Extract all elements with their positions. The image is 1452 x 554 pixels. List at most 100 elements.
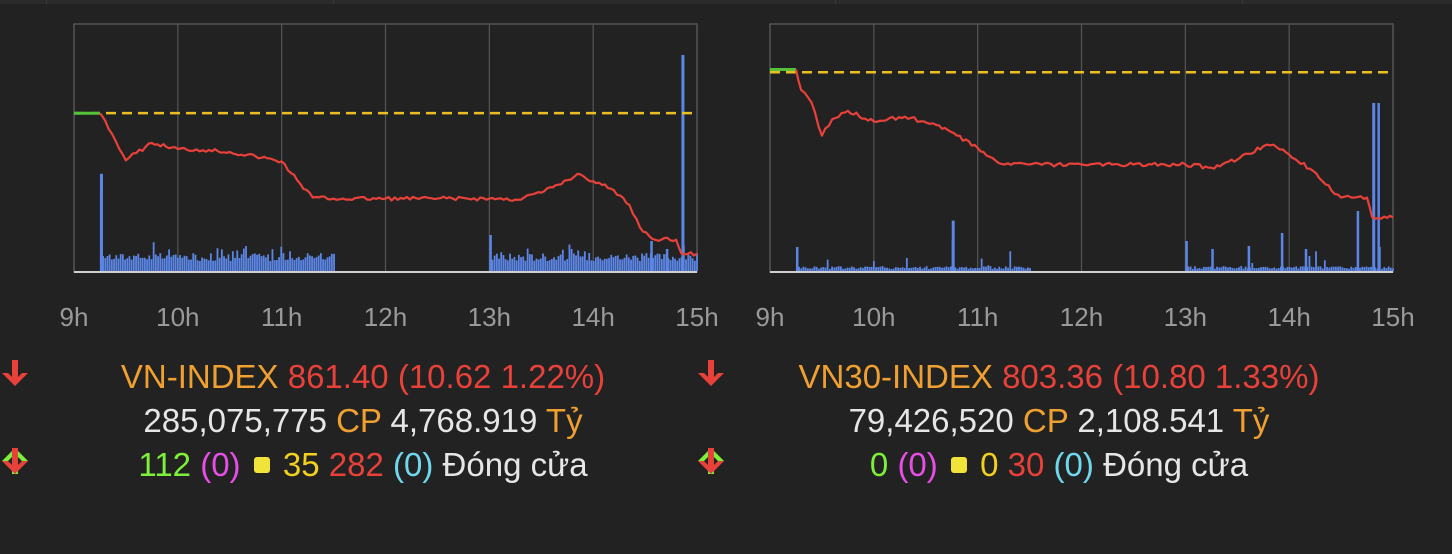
volume-bar [157, 256, 159, 271]
volume-bar [1198, 267, 1201, 271]
top-tab[interactable] [46, 0, 332, 4]
volume-bar [1002, 268, 1005, 271]
volume-bar [1240, 266, 1243, 271]
volume-bar [1345, 268, 1348, 271]
vn-index-chart[interactable]: 9h 10h 11h 12h 13h 14h 15h [0, 0, 726, 340]
volume-bar [943, 267, 946, 271]
volume-bar [1271, 268, 1273, 271]
x-tick-label: 12h [1060, 302, 1103, 332]
volume-bar [174, 254, 177, 271]
volume-bar [678, 258, 681, 271]
volume-bar [517, 254, 520, 271]
volume-bar [1222, 266, 1225, 271]
volume-bar [106, 256, 109, 271]
volume-bar [137, 253, 140, 271]
volume-bar [533, 260, 536, 271]
volume-bar [590, 260, 593, 271]
volume-bar [502, 255, 505, 271]
volume-bar [238, 258, 241, 271]
x-tick-label: 9h [756, 302, 785, 332]
volume-bar [974, 267, 976, 271]
volume-bar [980, 258, 983, 271]
volume-bar [196, 260, 199, 271]
volume-bar [333, 253, 335, 271]
volume-bar [1189, 266, 1192, 271]
top-tab[interactable] [333, 0, 834, 4]
top-tab[interactable] [1242, 0, 1452, 4]
top-tab[interactable] [835, 0, 1241, 4]
vn30-index-chart[interactable]: 9h 10h 11h 12h 13h 14h 15h [696, 0, 1422, 340]
unchanged-count: 35 [282, 446, 320, 483]
floor-count: (0) [1053, 446, 1094, 483]
volume-bar [245, 246, 247, 271]
volume-bar [520, 257, 522, 271]
volume-bar [1343, 268, 1346, 271]
volume-bar [498, 258, 500, 271]
volume-bar [1389, 267, 1392, 271]
volume-bar [1227, 267, 1229, 271]
volume-bar [817, 268, 820, 271]
volume-bar [1026, 267, 1029, 271]
volume-bar [117, 258, 120, 271]
volume-bar [304, 257, 307, 271]
volume-bar [132, 255, 135, 271]
volume-bar [879, 266, 882, 271]
market-status: Đóng cửa [1103, 446, 1249, 483]
volume-bar [293, 259, 296, 271]
volume-bar [1191, 268, 1194, 271]
x-tick-label: 10h [156, 302, 199, 332]
volume-bar [1319, 266, 1322, 271]
volume-bar [108, 254, 111, 271]
volume-bar [148, 255, 151, 271]
x-tick-label: 15h [1371, 302, 1414, 332]
volume-bar [1029, 267, 1031, 271]
volume-bar [888, 268, 891, 271]
volume-bar [998, 266, 1001, 271]
volume-bar [969, 267, 972, 271]
volume-bar [317, 255, 320, 271]
volume-bar [264, 257, 267, 271]
volume-bar [1365, 266, 1368, 271]
volume-bar [141, 257, 144, 271]
volume-bar [632, 255, 635, 271]
volume-bar [500, 252, 503, 271]
volume-bar [1350, 266, 1353, 271]
volume-bar [201, 257, 203, 271]
volume-bar [227, 254, 230, 271]
volume-bar [489, 235, 492, 271]
volume-unit: CP [1022, 402, 1069, 439]
volume-bar [1233, 268, 1236, 271]
volume-bar [139, 257, 142, 271]
volume-bar [495, 253, 498, 271]
volume-bar [903, 267, 906, 271]
volume-bar [1220, 267, 1223, 271]
volume-bar [1238, 267, 1240, 271]
volume-bar [1392, 268, 1394, 271]
volume-bar [1187, 266, 1190, 271]
volume-bar [643, 255, 646, 271]
volume-bar [110, 259, 113, 271]
volume-bar [665, 249, 669, 271]
volume-bar [930, 268, 932, 271]
volume-bar [820, 267, 822, 271]
volume-bar [128, 256, 131, 271]
volume-bar [1312, 267, 1315, 271]
volume-bar [185, 256, 188, 271]
volume-bar [544, 256, 547, 271]
volume-bar [209, 253, 212, 271]
volume-bar [982, 266, 985, 271]
volume-bar [689, 255, 692, 271]
volume-bar [1202, 266, 1205, 271]
volume-bar [645, 253, 648, 271]
volume-bar [881, 266, 884, 271]
volume-bar [113, 258, 115, 271]
volume-bar [663, 254, 665, 271]
volume-bar [537, 259, 540, 271]
volume-bar [828, 268, 831, 271]
volume-bar [897, 267, 899, 271]
volume-bar [608, 258, 610, 271]
market-status: Đóng cửa [442, 446, 588, 483]
arrow-down-icon [2, 448, 28, 474]
volume-bar [262, 255, 265, 271]
volume-bar [1277, 268, 1280, 271]
